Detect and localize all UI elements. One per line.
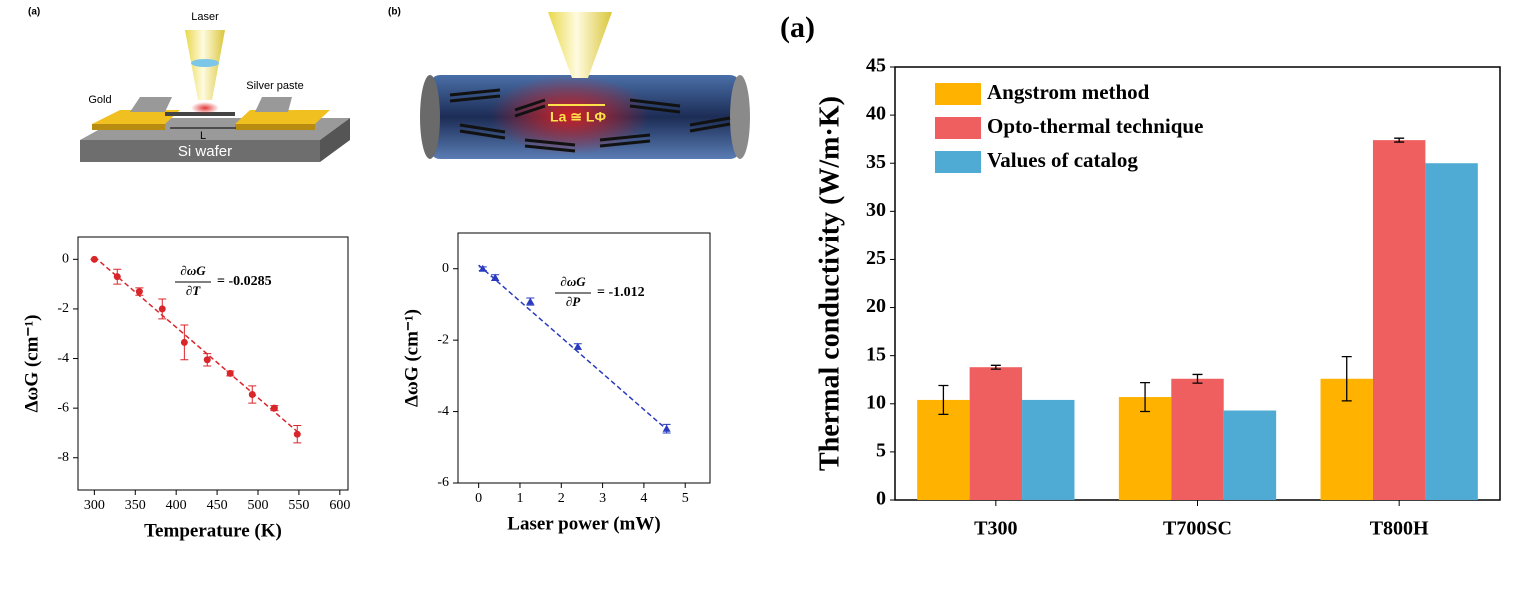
panel-label: (b) xyxy=(388,7,401,18)
x-tick-label: 300 xyxy=(84,498,105,513)
x-tick-label: T300 xyxy=(974,518,1017,540)
annotation: ∂P xyxy=(566,294,581,309)
label: L xyxy=(200,130,206,142)
point xyxy=(662,424,671,432)
y-tick-label: 45 xyxy=(866,55,886,77)
error-bar xyxy=(1341,355,1352,402)
error-bar xyxy=(990,364,1001,370)
legend-label: Angstrom method xyxy=(987,80,1150,104)
x-tick-label: 400 xyxy=(166,498,187,513)
fit-line xyxy=(478,264,670,432)
y-tick-label: 40 xyxy=(866,103,886,125)
x-axis-label: Temperature (K) xyxy=(144,520,282,541)
point xyxy=(203,356,211,364)
x-tick-label: 1 xyxy=(516,491,523,506)
x-tick-label: 3 xyxy=(599,491,606,506)
annotation: = -1.012 xyxy=(597,285,645,300)
y-tick-label: 0 xyxy=(876,488,886,510)
label: Laser xyxy=(191,11,219,23)
x-tick-label: 450 xyxy=(207,498,228,513)
x-tick-label: 550 xyxy=(288,498,309,513)
point xyxy=(180,338,188,346)
bar xyxy=(1171,378,1224,500)
panel-label: (a) xyxy=(28,7,40,18)
fit-line xyxy=(93,256,300,434)
fiber-illustration xyxy=(420,12,750,159)
device-illustration xyxy=(80,30,350,162)
annotation: ∂ωG xyxy=(560,274,586,289)
error-bar xyxy=(1394,137,1405,143)
point xyxy=(135,288,143,296)
y-axis-label: Thermal conductivity (W/m·K) xyxy=(814,96,845,471)
y-tick-label: 20 xyxy=(866,295,886,317)
x-tick-label: 350 xyxy=(125,498,146,513)
y-tick-label: -4 xyxy=(57,351,69,366)
label: La ≅ LΦ xyxy=(550,109,606,125)
x-tick-label: 600 xyxy=(329,498,350,513)
point xyxy=(248,391,256,399)
point xyxy=(90,255,98,263)
annotation: ∂T xyxy=(186,283,201,298)
point xyxy=(293,430,301,438)
x-tick-label: T800H xyxy=(1370,518,1429,540)
x-tick-label: 2 xyxy=(558,491,565,506)
annotation: ∂ωG xyxy=(180,263,206,278)
y-tick-label: 10 xyxy=(866,391,886,413)
y-tick-label: -6 xyxy=(437,475,449,490)
y-tick-label: 30 xyxy=(866,199,886,221)
y-tick-label: 0 xyxy=(442,261,449,276)
legend-swatch xyxy=(935,151,981,173)
point xyxy=(491,273,500,281)
point xyxy=(158,305,166,313)
plot-frame xyxy=(77,236,349,491)
y-axis-label: ΔωG (cm⁻¹) xyxy=(21,315,42,413)
legend-label: Values of catalog xyxy=(987,148,1138,172)
x-axis-label: Laser power (mW) xyxy=(507,513,660,534)
x-tick-label: 5 xyxy=(682,491,689,506)
y-tick-label: 0 xyxy=(62,252,69,267)
x-tick-label: 0 xyxy=(475,491,482,506)
point xyxy=(478,264,487,272)
legend-label: Opto-thermal technique xyxy=(987,114,1203,138)
y-tick-label: 25 xyxy=(866,247,886,269)
y-tick-label: -4 xyxy=(437,404,449,419)
label: Silver paste xyxy=(246,80,303,92)
label: Gold xyxy=(88,94,111,106)
point xyxy=(113,273,121,281)
y-tick-label: 5 xyxy=(876,439,886,461)
x-tick-label: 500 xyxy=(248,498,269,513)
error-bar xyxy=(938,384,949,416)
y-tick-label: -6 xyxy=(57,400,69,415)
point xyxy=(526,297,535,305)
bar xyxy=(1425,163,1478,500)
point xyxy=(270,404,278,412)
error-bar xyxy=(1140,381,1151,413)
chart-title: (a) xyxy=(780,11,815,44)
annotation: = -0.0285 xyxy=(217,274,272,289)
y-tick-label: -2 xyxy=(57,301,69,316)
y-tick-label: -8 xyxy=(57,450,69,465)
y-tick-label: -2 xyxy=(437,332,449,347)
bar xyxy=(1223,410,1277,500)
bar xyxy=(1118,397,1172,500)
bar xyxy=(1022,399,1075,500)
point xyxy=(226,369,234,377)
legend-swatch xyxy=(935,117,981,139)
label: Si wafer xyxy=(178,143,232,160)
bar xyxy=(969,367,1023,500)
plot-frame xyxy=(457,232,711,484)
x-tick-label: T700SC xyxy=(1163,518,1232,540)
legend-swatch xyxy=(935,83,981,105)
x-tick-label: 4 xyxy=(640,491,647,506)
bar xyxy=(917,399,970,500)
error-bar xyxy=(1192,373,1203,384)
y-tick-label: 35 xyxy=(866,151,886,173)
y-tick-label: 15 xyxy=(866,343,886,365)
bar xyxy=(1372,140,1426,500)
y-axis-label: ΔωG (cm⁻¹) xyxy=(401,309,422,407)
point xyxy=(573,342,582,350)
